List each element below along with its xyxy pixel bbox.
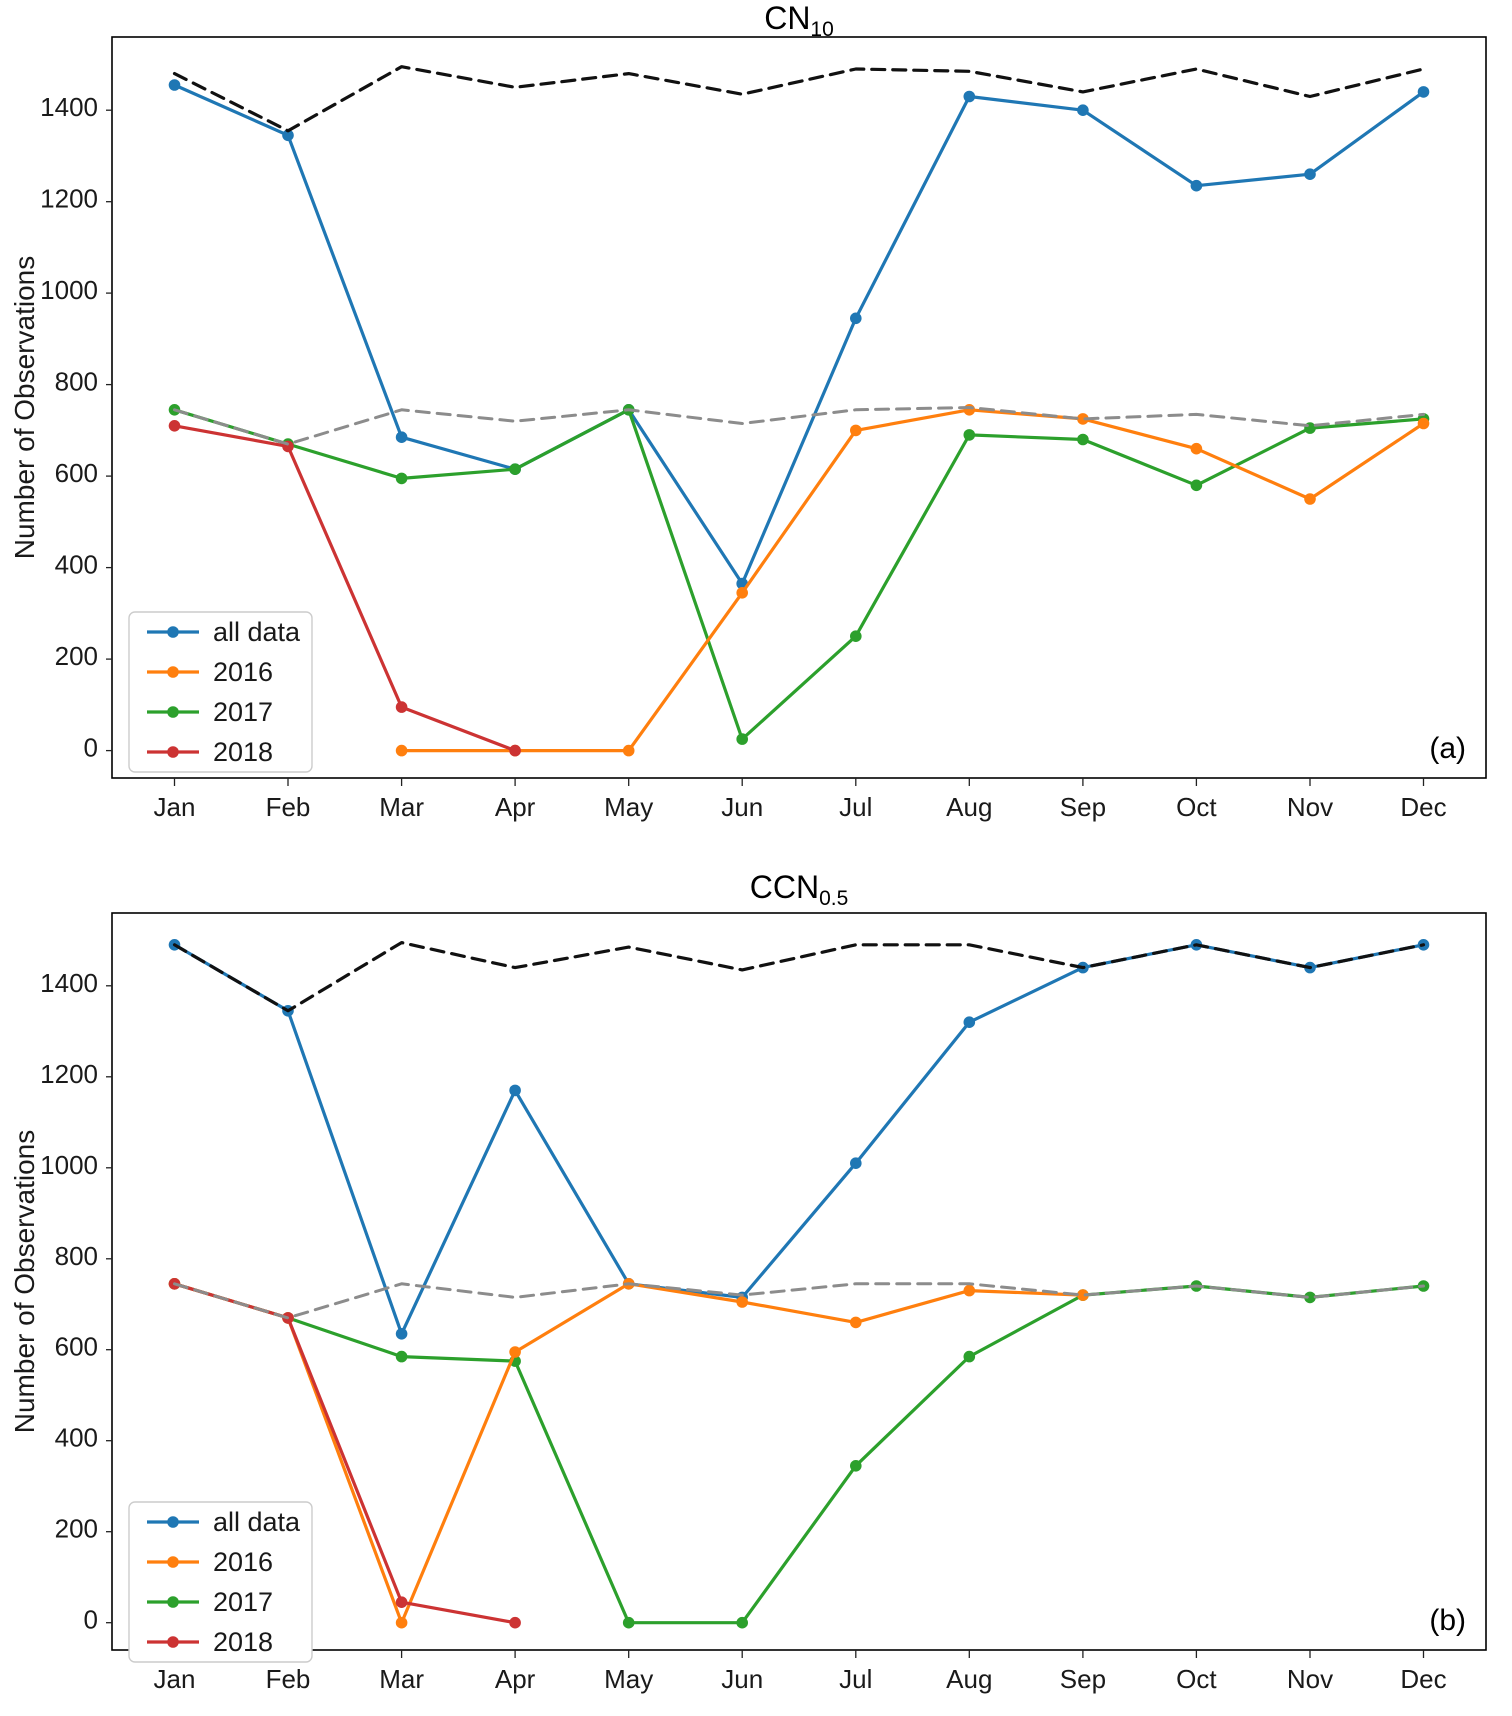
svg-text:Number of Observations: Number of Observations bbox=[9, 1130, 40, 1433]
svg-text:Dec: Dec bbox=[1400, 1664, 1446, 1694]
svg-text:600: 600 bbox=[55, 458, 98, 488]
svg-text:1400: 1400 bbox=[40, 92, 98, 122]
svg-text:Jun: Jun bbox=[721, 1664, 763, 1694]
svg-text:Sep: Sep bbox=[1060, 1664, 1106, 1694]
svg-text:May: May bbox=[604, 1664, 653, 1694]
svg-text:1400: 1400 bbox=[40, 968, 98, 998]
svg-text:Feb: Feb bbox=[266, 792, 311, 822]
svg-text:Dec: Dec bbox=[1400, 792, 1446, 822]
svg-text:Jan: Jan bbox=[154, 1664, 196, 1694]
svg-text:800: 800 bbox=[55, 367, 98, 397]
svg-text:400: 400 bbox=[55, 1423, 98, 1453]
svg-text:Oct: Oct bbox=[1176, 1664, 1217, 1694]
svg-text:Nov: Nov bbox=[1287, 1664, 1333, 1694]
svg-text:200: 200 bbox=[55, 1514, 98, 1544]
svg-text:May: May bbox=[604, 792, 653, 822]
svg-text:2017: 2017 bbox=[213, 1587, 273, 1617]
svg-text:800: 800 bbox=[55, 1241, 98, 1271]
svg-text:Sep: Sep bbox=[1060, 792, 1106, 822]
svg-text:Aug: Aug bbox=[946, 1664, 992, 1694]
svg-text:1000: 1000 bbox=[40, 1150, 98, 1180]
svg-text:Apr: Apr bbox=[495, 1664, 536, 1694]
svg-text:2018: 2018 bbox=[213, 1627, 273, 1657]
svg-text:2016: 2016 bbox=[213, 1547, 273, 1577]
svg-text:Jun: Jun bbox=[721, 792, 763, 822]
svg-text:0: 0 bbox=[84, 733, 98, 763]
svg-text:1200: 1200 bbox=[40, 184, 98, 214]
svg-text:600: 600 bbox=[55, 1332, 98, 1362]
svg-text:1200: 1200 bbox=[40, 1059, 98, 1089]
svg-text:Jul: Jul bbox=[839, 792, 872, 822]
svg-text:Number of Observations: Number of Observations bbox=[9, 256, 40, 559]
svg-text:Feb: Feb bbox=[266, 1664, 311, 1694]
svg-text:1000: 1000 bbox=[40, 275, 98, 305]
svg-text:Jan: Jan bbox=[154, 792, 196, 822]
svg-text:CN10: CN10 bbox=[764, 0, 834, 41]
svg-text:Nov: Nov bbox=[1287, 792, 1333, 822]
svg-text:Mar: Mar bbox=[379, 1664, 424, 1694]
svg-text:2018: 2018 bbox=[213, 737, 273, 767]
svg-text:Aug: Aug bbox=[946, 792, 992, 822]
svg-text:all data: all data bbox=[213, 617, 301, 647]
svg-text:Apr: Apr bbox=[495, 792, 536, 822]
svg-text:Oct: Oct bbox=[1176, 792, 1217, 822]
svg-text:(a): (a) bbox=[1429, 732, 1466, 765]
svg-text:400: 400 bbox=[55, 550, 98, 580]
svg-text:200: 200 bbox=[55, 641, 98, 671]
svg-text:CCN0.5: CCN0.5 bbox=[750, 869, 849, 910]
svg-text:Jul: Jul bbox=[839, 1664, 872, 1694]
svg-text:0: 0 bbox=[84, 1605, 98, 1635]
svg-text:all data: all data bbox=[213, 1507, 301, 1537]
svg-text:2016: 2016 bbox=[213, 657, 273, 687]
svg-text:(b): (b) bbox=[1429, 1604, 1466, 1637]
svg-text:2017: 2017 bbox=[213, 697, 273, 727]
svg-text:Mar: Mar bbox=[379, 792, 424, 822]
